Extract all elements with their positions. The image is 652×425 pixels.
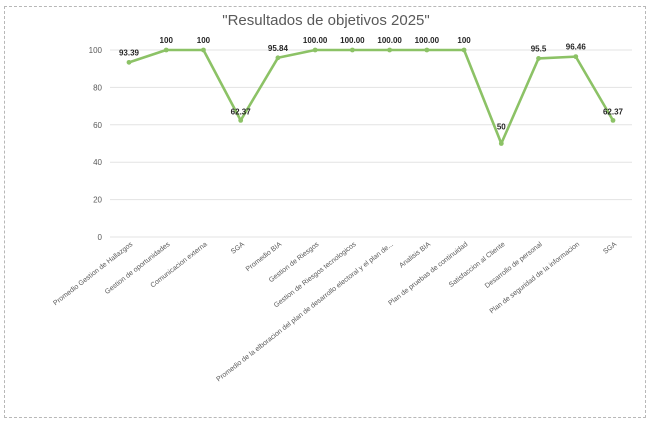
data-point <box>424 47 430 53</box>
data-point <box>312 47 318 53</box>
data-label: 100 <box>197 36 211 45</box>
data-label: 100.00 <box>377 36 402 45</box>
data-label: 96.46 <box>566 43 587 52</box>
data-point <box>163 47 169 53</box>
data-label: 62.37 <box>231 107 252 116</box>
y-axis-ticks: 0 20 40 60 80 100 <box>89 46 103 242</box>
x-tick-label: Promedio BIA <box>245 241 284 273</box>
data-point <box>275 55 281 61</box>
data-point <box>461 47 467 53</box>
x-tick-label: Promedio Gestion de Hallazgos <box>52 241 134 307</box>
data-label: 100 <box>457 36 471 45</box>
y-tick-label: 100 <box>89 46 103 55</box>
x-tick-label: Plan de pruebas de continuidad <box>387 241 469 307</box>
data-label: 100.00 <box>303 36 328 45</box>
y-tick-label: 0 <box>98 233 103 242</box>
data-point <box>201 47 206 53</box>
data-labels: 93.39 100 100 62.37 95.84 100.00 100.00 100.00 1… <box>119 36 624 132</box>
chart-frame <box>4 6 646 418</box>
data-points <box>126 47 616 146</box>
x-tick-label: Promedio de la elboracion del plan de de… <box>215 241 394 383</box>
data-label: 100.00 <box>415 36 440 45</box>
y-tick-label: 40 <box>93 158 102 167</box>
x-tick-label: Gestion de oportunidades <box>104 241 172 296</box>
data-point <box>610 117 616 123</box>
data-label: 50 <box>497 123 506 132</box>
y-tick-label: 20 <box>93 196 102 205</box>
y-tick-label: 60 <box>93 121 102 130</box>
x-tick-label: SGA <box>602 241 618 256</box>
data-label: 95.5 <box>531 44 547 53</box>
data-label: 62.37 <box>603 107 624 116</box>
data-point <box>573 54 579 60</box>
y-tick-label: 80 <box>93 83 102 92</box>
chart-title: "Resultados de objetivos 2025" <box>222 12 429 29</box>
data-point <box>238 117 244 123</box>
series-line <box>127 48 615 145</box>
data-point <box>536 56 541 61</box>
data-point <box>387 47 393 53</box>
series-line-layer <box>127 48 615 145</box>
data-point <box>126 59 132 65</box>
data-label: 100.00 <box>340 36 365 45</box>
gridlines <box>110 49 632 238</box>
x-tick-label: SGA <box>230 241 246 256</box>
data-point <box>349 47 355 53</box>
data-point <box>498 141 504 146</box>
x-tick-label: Analisis BIA <box>398 241 432 270</box>
data-label: 95.84 <box>268 44 289 53</box>
data-label: 93.39 <box>119 48 140 57</box>
data-label: 100 <box>160 36 174 45</box>
